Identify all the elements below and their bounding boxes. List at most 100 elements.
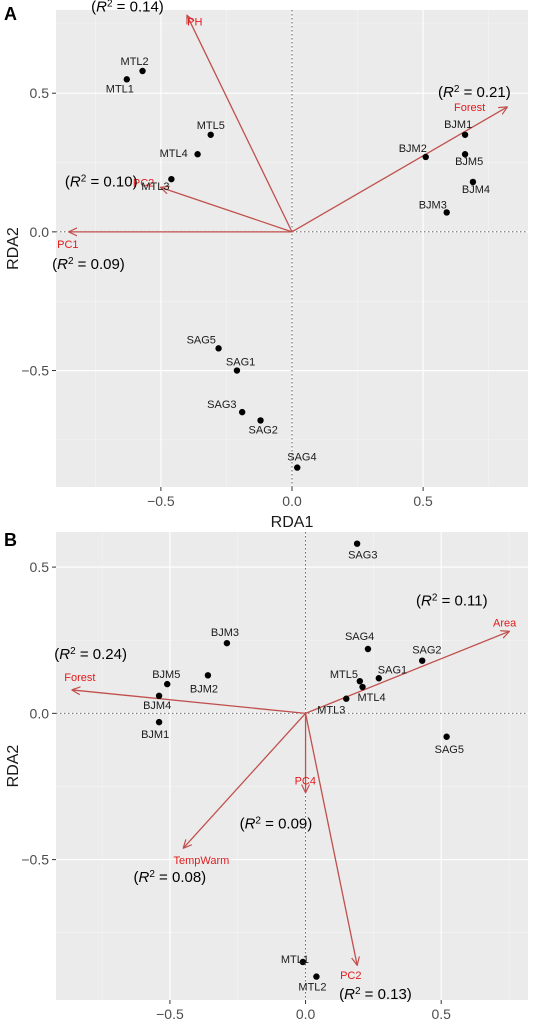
vector-arrow	[183, 712, 307, 848]
site-label: BJM1	[444, 119, 472, 131]
site-point	[469, 178, 477, 186]
site-point	[461, 131, 469, 138]
site-point	[364, 645, 372, 653]
site-label: MTL1	[281, 954, 309, 966]
r-squared-annotation: (R2 = 0.21)	[438, 84, 511, 102]
panel-letter: B	[4, 530, 17, 550]
site-point	[443, 209, 450, 216]
site-label: SAG5	[187, 334, 216, 346]
x-tick-label: 0.5	[431, 1006, 451, 1022]
site-point	[461, 151, 469, 158]
site-point	[207, 131, 214, 138]
r-squared-annotation: (R2 = 0.11)	[416, 592, 488, 610]
site-label: BJM3	[419, 199, 447, 211]
site-label: MTL3	[141, 181, 169, 193]
site-point	[375, 675, 383, 682]
y-tick-label: −0.5	[21, 363, 49, 379]
vector-label: PC2	[340, 970, 361, 982]
y-tick-label: 0.0	[30, 705, 50, 721]
panel-b: −0.50.00.5−0.50.00.5RDA1RDA2BArea(R2 = 0…	[4, 530, 528, 1022]
site-label: BJM5	[152, 669, 180, 681]
vector-label: Forest	[64, 672, 95, 684]
site-point	[313, 973, 320, 980]
site-label: MTL5	[330, 669, 358, 681]
x-tick-label: −0.5	[147, 493, 175, 509]
site-label: SAG2	[249, 424, 278, 436]
site-point	[419, 657, 426, 664]
site-label: MTL4	[160, 148, 188, 160]
vector-label: PC1	[57, 239, 78, 251]
site-point	[204, 672, 212, 679]
site-label: SAG4	[287, 452, 316, 464]
site-label: BJM2	[399, 143, 427, 155]
site-point	[155, 692, 163, 699]
r-squared-annotation: (R2 = 0.09)	[52, 255, 125, 273]
x-tick-label: 0.0	[296, 1006, 316, 1022]
site-label: MTL5	[197, 120, 225, 132]
vector-label: PC4	[295, 775, 316, 787]
site-label: SAG2	[412, 645, 441, 657]
site-label: MTL3	[317, 705, 345, 717]
site-point	[343, 695, 350, 702]
site-point	[356, 677, 364, 685]
x-tick-label: −0.5	[156, 1006, 184, 1022]
panel-letter: A	[4, 4, 17, 24]
r-squared-annotation: (R2 = 0.14)	[91, 0, 164, 16]
vector-arrow	[187, 16, 293, 233]
y-tick-label: 0.5	[30, 559, 50, 575]
site-label: MTL2	[121, 56, 149, 68]
vector-label: TempWarm	[173, 855, 229, 867]
site-point	[257, 417, 264, 424]
site-point	[223, 639, 231, 647]
site-point	[294, 464, 301, 471]
site-label: SAG5	[435, 744, 464, 756]
site-label: MTL4	[358, 692, 386, 704]
site-label: MTL1	[106, 83, 134, 95]
site-label: BJM5	[455, 156, 483, 168]
site-point	[155, 718, 163, 726]
x-tick-label: 0.0	[282, 493, 302, 509]
site-point	[215, 345, 222, 352]
y-tick-label: 0.5	[30, 85, 50, 101]
site-label: SAG3	[207, 399, 236, 411]
site-point	[299, 958, 307, 966]
panel-a: −0.5 0.0 0.5 −0.5 0.0 0.5 RDA1 RDA2 A PH (R2 = 0.1…	[4, 0, 528, 531]
vector-label: Forest	[454, 102, 485, 114]
site-label: SAG3	[348, 550, 377, 562]
site-point	[139, 67, 146, 75]
y-axis-title: RDA2	[5, 745, 22, 788]
x-tick-label: 0.5	[413, 493, 433, 509]
site-label: BJM4	[143, 700, 171, 712]
plot-background	[56, 532, 528, 1000]
site-label: BJM2	[190, 683, 218, 695]
vector-arrow	[72, 690, 306, 714]
site-point	[359, 683, 366, 691]
site-point	[238, 408, 246, 416]
r-squared-annotation: (R2 = 0.24)	[54, 645, 127, 663]
r-squared-annotation: (R2 = 0.08)	[133, 868, 206, 886]
vector-arrow	[304, 713, 358, 965]
r-squared-annotation: (R2 = 0.10)	[65, 173, 138, 191]
site-point	[164, 680, 171, 688]
site-label: MTL2	[298, 982, 326, 994]
site-label: SAG1	[226, 357, 255, 369]
vector-label: PH	[187, 17, 202, 29]
site-point	[123, 76, 130, 83]
r-squared-annotation: (R2 = 0.09)	[240, 815, 313, 833]
vector-label: Area	[493, 617, 517, 629]
site-point	[443, 733, 450, 740]
r-squared-annotation: (R2 = 0.13)	[339, 985, 412, 1003]
site-label: SAG1	[378, 664, 407, 676]
vector-arrow	[291, 107, 507, 233]
y-tick-label: 0.0	[30, 224, 50, 240]
vector-arrow	[305, 631, 509, 714]
site-point	[194, 151, 201, 158]
site-label: BJM4	[462, 184, 490, 196]
vector-arrow	[161, 187, 293, 233]
site-label: BJM1	[141, 729, 169, 741]
y-axis-title: RDA2	[5, 227, 22, 270]
site-point	[353, 540, 361, 547]
y-tick-label: −0.5	[21, 852, 49, 868]
site-point	[168, 175, 175, 183]
